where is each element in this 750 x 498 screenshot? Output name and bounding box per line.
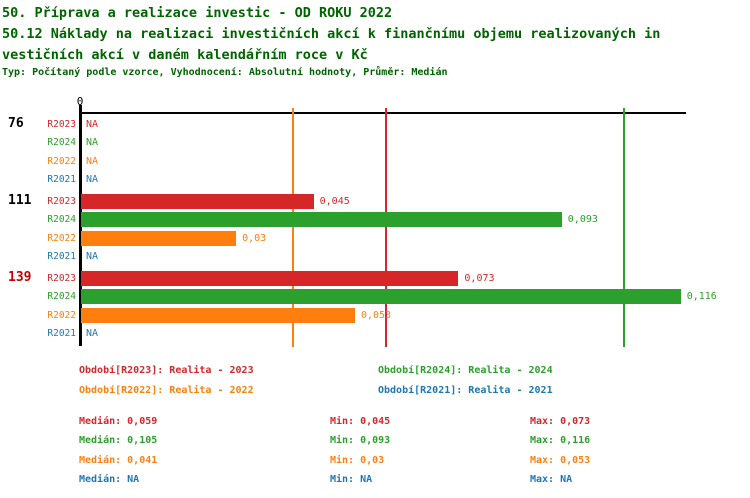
median-line-r2024: [622, 108, 625, 347]
na-label: NA: [86, 137, 99, 148]
series-label-r2024: R2024: [47, 137, 76, 148]
bar-r2023: [81, 193, 314, 209]
median-line-r2022: [291, 108, 294, 347]
chart-meta: Typ: Počítaný podle vzorce, Vyhodnocení:…: [2, 67, 448, 78]
na-label: NA: [86, 251, 99, 262]
series-label-r2021: R2021: [47, 328, 76, 339]
series-label-r2023: R2023: [47, 272, 76, 284]
na-label: NA: [86, 155, 99, 167]
na-label: NA: [86, 174, 99, 185]
bar-value-label: 0,03: [242, 232, 267, 244]
group-label-76: 76: [8, 116, 24, 131]
axis-origin-label: 0: [76, 95, 84, 108]
bar-value-label: 0,116: [686, 291, 717, 302]
bar-value-label: 0,045: [319, 195, 350, 207]
group-label-111: 111: [8, 193, 32, 208]
bar-r2024: [81, 212, 562, 227]
page-subtitle-line1: 50.12 Náklady na realizaci investičních …: [2, 26, 661, 42]
na-label: NA: [86, 328, 99, 339]
series-label-r2021: R2021: [47, 251, 76, 262]
bar-r2022: [81, 230, 237, 246]
median-line-r2023: [385, 108, 388, 347]
bar-r2022: [81, 307, 355, 323]
page-title: 50. Příprava a realizace investic - OD R…: [2, 5, 393, 21]
series-label-r2024: R2024: [47, 291, 76, 302]
series-label-r2023: R2023: [47, 195, 76, 207]
page-subtitle-line2: vestičních akcí v daném kalendářním roce…: [2, 47, 368, 63]
x-axis-line: [80, 112, 686, 114]
bar-value-label: 0,093: [567, 214, 598, 225]
bar-r2024: [81, 289, 681, 304]
group-label-139: 139: [8, 270, 32, 285]
series-label-r2024: R2024: [47, 214, 76, 225]
bar-r2023: [81, 270, 459, 286]
series-label-r2022: R2022: [47, 155, 76, 167]
bar-value-label: 0,073: [464, 272, 495, 284]
series-label-r2022: R2022: [47, 309, 76, 321]
bar-value-label: 0,053: [361, 309, 392, 321]
na-label: NA: [86, 118, 99, 130]
series-label-r2021: R2021: [47, 174, 76, 185]
series-label-r2023: R2023: [47, 118, 76, 130]
series-label-r2022: R2022: [47, 232, 76, 244]
y-axis-line: [79, 105, 82, 346]
